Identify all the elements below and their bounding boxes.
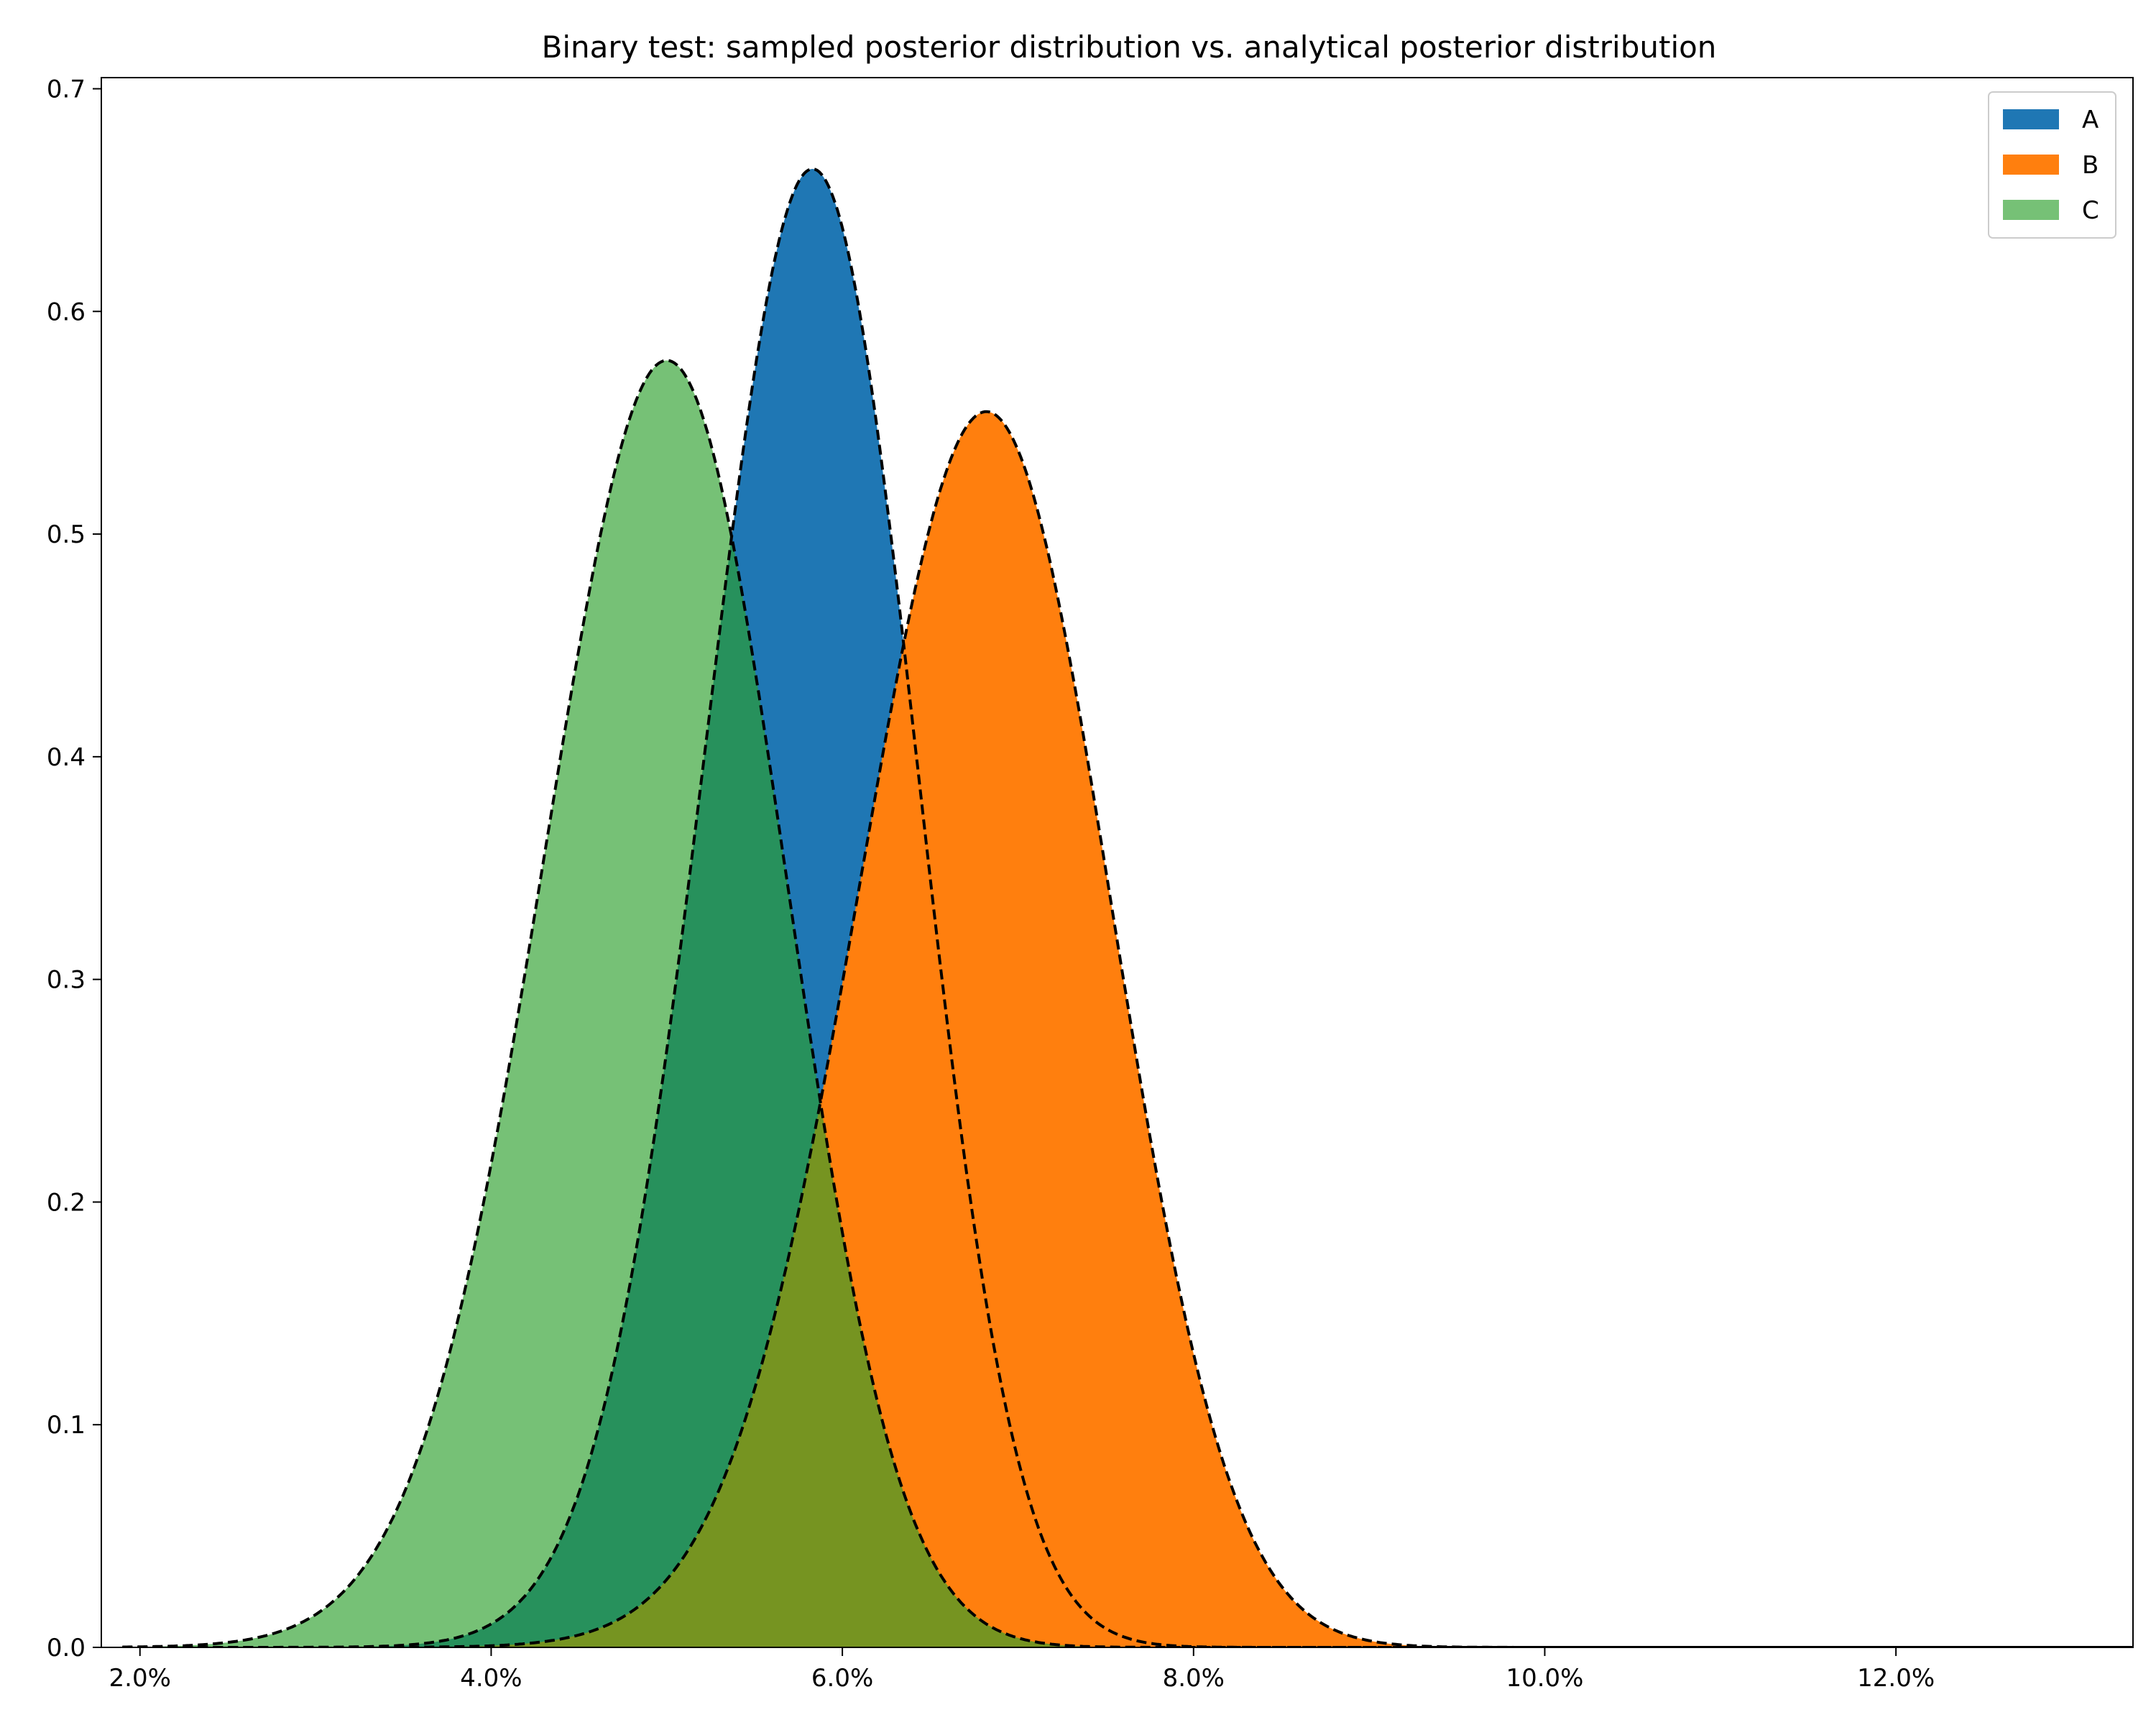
x-tick-label: 2.0% [109,1664,171,1693]
y-tick-label: 0.7 [47,75,86,104]
sampled-histogram-c [122,360,2133,1647]
legend-label-a: A [2082,106,2099,134]
analytical-curve-a [122,167,2133,1647]
y-tick-label: 0.1 [47,1411,86,1440]
legend-label-c: C [2082,196,2099,225]
legend-label-b: B [2082,151,2099,180]
histogram-areas [122,169,2133,1647]
sampled-histogram-b [122,411,2133,1647]
y-tick-label: 0.2 [47,1188,86,1217]
plot-frame [101,77,2134,1648]
y-axis: 0.0 0.1 0.2 0.3 0.4 0.5 0.6 0.7 [47,75,101,1662]
legend-swatch-b [2003,155,2059,175]
x-tick-label: 8.0% [1163,1664,1225,1693]
x-axis: 2.0% 4.0% 6.0% 8.0% 10.0% 12.0% [109,1647,1935,1693]
chart-title: Binary test: sampled posterior distribut… [542,29,1717,65]
y-tick-label: 0.3 [47,966,86,995]
y-tick-label: 0.4 [47,743,86,772]
x-tick-label: 12.0% [1857,1664,1935,1693]
y-tick-label: 0.5 [47,520,86,549]
x-tick-label: 10.0% [1506,1664,1583,1693]
plot-area [101,77,2134,1648]
legend: ABC [1988,91,2116,239]
legend-swatch-c [2003,200,2059,220]
x-tick-label: 6.0% [811,1664,873,1693]
y-tick-label: 0.0 [47,1634,86,1662]
legend-swatch-a [2003,109,2059,129]
x-tick-label: 4.0% [460,1664,522,1693]
y-tick-label: 0.6 [47,298,86,326]
